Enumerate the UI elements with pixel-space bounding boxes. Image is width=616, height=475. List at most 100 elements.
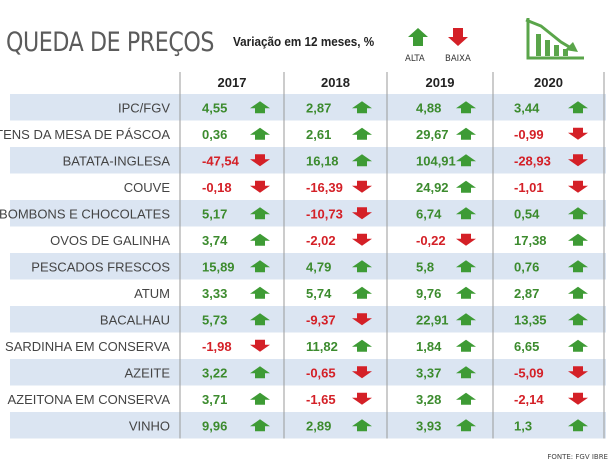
legend-down-label: BAIXA: [445, 54, 471, 64]
up-arrow-icon: [456, 101, 476, 114]
down-arrow-icon: [250, 339, 270, 352]
up-arrow-icon: [352, 127, 372, 140]
data-value: -47,54: [202, 153, 240, 168]
up-arrow-icon: [568, 233, 588, 246]
data-value: -0,18: [202, 180, 232, 195]
up-arrow-icon: [568, 313, 588, 326]
data-value: 11,82: [306, 339, 338, 354]
data-value: 5,74: [306, 286, 332, 301]
row-label: OVOS DE GALINHA: [50, 233, 170, 248]
data-value: 9,76: [416, 286, 441, 301]
up-arrow-icon: [568, 207, 588, 220]
data-value: 1,84: [416, 339, 442, 354]
data-value: -1,98: [202, 339, 232, 354]
up-arrow-icon: [250, 127, 270, 140]
up-arrow-icon: [250, 260, 270, 273]
data-value: -2,14: [514, 392, 544, 407]
up-arrow-icon: [250, 101, 270, 114]
up-arrow-icon: [250, 419, 270, 432]
row-label: ATUM: [134, 286, 170, 301]
data-value: 6,65: [514, 339, 539, 354]
down-arrow-icon: [352, 207, 372, 220]
row-label: VINHO: [129, 418, 170, 433]
year-header: 2019: [426, 75, 455, 90]
row-label: BACALHAU: [100, 312, 170, 327]
up-arrow-icon: [352, 419, 372, 432]
data-value: 6,74: [416, 206, 442, 221]
year-header: 2020: [534, 75, 563, 90]
data-value: 4,88: [416, 100, 441, 115]
down-arrow-icon: [568, 154, 588, 167]
down-arrow-icon: [352, 233, 372, 246]
down-arrow-icon: [352, 366, 372, 379]
up-arrow-icon: [456, 127, 476, 140]
data-value: 9,96: [202, 418, 227, 433]
data-value: 17,38: [514, 233, 547, 248]
up-arrow-icon: [568, 419, 588, 432]
up-arrow-icon: [456, 260, 476, 273]
legend-up-label: ALTA: [405, 54, 425, 64]
down-arrow-icon: [250, 180, 270, 193]
down-arrow-icon: [568, 180, 588, 193]
data-value: -1,65: [306, 392, 336, 407]
data-value: 3,28: [416, 392, 441, 407]
data-value: 22,91: [416, 312, 449, 327]
data-value: -10,73: [306, 206, 343, 221]
chart-title: QUEDA DE PREÇOS: [6, 27, 215, 58]
down-arrow-icon: [352, 313, 372, 326]
down-arrow-icon: [568, 366, 588, 379]
row-stripe: [10, 147, 606, 174]
data-value: 5,8: [416, 259, 434, 274]
down-arrow-icon: [352, 180, 372, 193]
up-arrow-icon: [352, 286, 372, 299]
up-arrow-icon: [456, 339, 476, 352]
up-arrow-icon: [250, 233, 270, 246]
row-stripe: [10, 306, 606, 333]
row-label: COUVE: [124, 180, 171, 195]
source-note: FONTE: FGV IBRE: [547, 453, 608, 461]
data-value: 3,37: [416, 365, 441, 380]
data-value: 16,18: [306, 153, 339, 168]
data-value: 13,35: [514, 312, 547, 327]
data-value: 24,92: [416, 180, 449, 195]
year-header: 2017: [218, 75, 247, 90]
row-label: BATATA-INGLESA: [63, 153, 171, 168]
year-header: 2018: [321, 75, 350, 90]
data-value: 0,76: [514, 259, 539, 274]
row-label: SARDINHA EM CONSERVA: [5, 339, 170, 354]
row-label: IPC/FGV: [118, 100, 170, 115]
data-value: 5,73: [202, 312, 227, 327]
up-arrow-icon: [250, 366, 270, 379]
up-arrow-icon: [250, 392, 270, 405]
row-stripe: [10, 200, 606, 227]
data-value: 4,79: [306, 259, 331, 274]
data-value: -9,37: [306, 312, 336, 327]
data-value: -16,39: [306, 180, 343, 195]
data-value: 5,17: [202, 206, 227, 221]
data-value: -0,22: [416, 233, 446, 248]
data-value: 29,67: [416, 127, 449, 142]
up-arrow-icon: [250, 286, 270, 299]
up-arrow-icon: [456, 154, 476, 167]
down-arrow-icon: [250, 154, 270, 167]
data-value: 2,61: [306, 127, 331, 142]
row-label: PESCADOS FRESCOS: [31, 259, 170, 274]
row-label: AZEITE: [124, 365, 170, 380]
down-arrow-icon: [568, 127, 588, 140]
legend: ALTA BAIXA: [405, 18, 584, 64]
up-arrow-icon: [456, 286, 476, 299]
down-arrow-icon: [456, 233, 476, 246]
row-label: AZEITONA EM CONSERVA: [7, 392, 170, 407]
data-value: 0,54: [514, 206, 540, 221]
up-arrow-icon: [456, 392, 476, 405]
up-arrow-icon: [456, 366, 476, 379]
row-label: ITENS DA MESA DE PÁSCOA: [0, 127, 170, 142]
row-stripe: [10, 253, 606, 280]
up-arrow-icon: [352, 339, 372, 352]
data-value: -1,01: [514, 180, 544, 195]
data-value: 3,22: [202, 365, 227, 380]
up-arrow-icon: [456, 207, 476, 220]
up-arrow-icon: [352, 260, 372, 273]
row-stripe: [10, 94, 606, 121]
data-value: 3,44: [514, 100, 540, 115]
